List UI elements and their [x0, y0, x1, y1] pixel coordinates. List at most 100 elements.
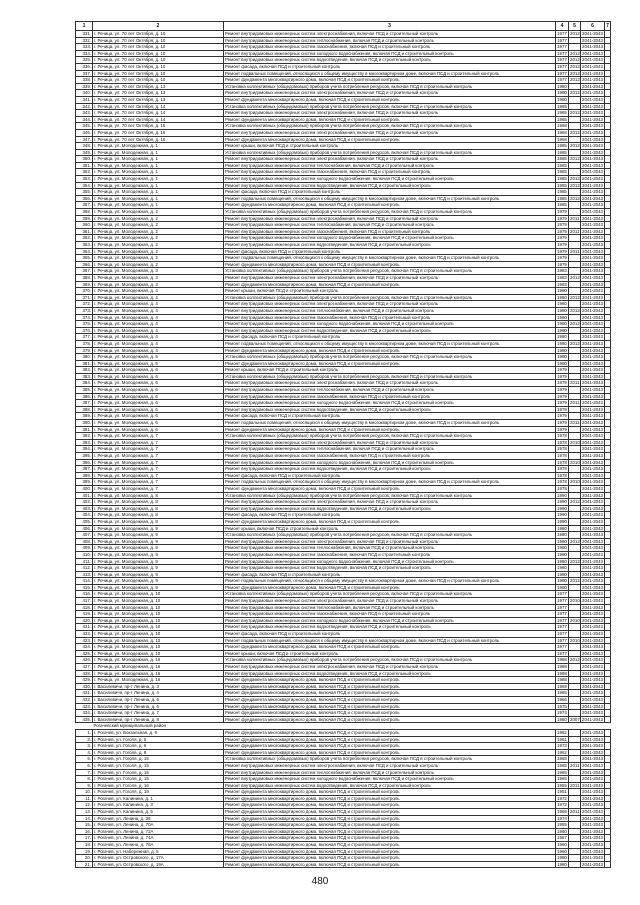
- page-number: 480: [311, 876, 329, 888]
- work-description: Ремонт внутридомовых инженерных систем г…: [223, 313, 556, 322]
- address: г. Речица, ул. Молодежная, д. 4: [92, 339, 224, 348]
- address: г. Речица, ул. Молодежная, д. 3: [92, 280, 224, 289]
- last-repair-year: 2010: [568, 597, 581, 605]
- work-description: Ремонт фундамента многоквартирного дома,…: [223, 709, 556, 717]
- address: г. Речица, ул. Молодежная, д. 4: [92, 333, 224, 341]
- planned-period: 2041-2043: [580, 109, 605, 117]
- row-number: 380.: [75, 353, 93, 361]
- note: [604, 550, 611, 559]
- build-year: 1978: [555, 478, 569, 486]
- header-col-5: 5: [568, 21, 581, 31]
- address: г. Василевичи, пр-т Ленина, д. 8: [92, 715, 224, 724]
- row-number: 341.: [75, 95, 93, 104]
- planned-period: 2041-2043: [580, 95, 605, 104]
- table-row: 358. г. Речица, ул. Молодежная, д. 2 Устан…: [75, 208, 611, 216]
- note: [604, 148, 611, 157]
- row-number: 361.: [75, 227, 93, 236]
- table-row: 410. г. Речица, ул. Молодежная, д. 9 Ремон…: [75, 550, 611, 559]
- planned-period: 2041-2043: [580, 504, 605, 513]
- row-number: 5.: [75, 755, 93, 763]
- work-description: Ремонт внутридомовых инженерных систем т…: [223, 544, 556, 552]
- table-row: 369. г. Речица, ул. Молодежная, д. 3 Ремон…: [75, 280, 611, 289]
- work-description: Ремонт фундамента многоквартирного дома,…: [223, 280, 556, 289]
- build-year: 1978: [555, 465, 569, 473]
- table-row: 363. г. Речица, ул. Молодежная, д. 2 Ремон…: [75, 241, 611, 249]
- address: г. Речица, ул. Молодежная, д. 7: [92, 478, 224, 486]
- build-year: 1985: [555, 142, 569, 150]
- work-description: Ремонт подвальных помещений, относящихся…: [223, 577, 556, 585]
- planned-period: 2041-2043: [580, 544, 605, 552]
- build-year: 1951: [555, 788, 569, 796]
- note: [604, 201, 611, 210]
- address: г. Речица, ул. Молодежная, д. 4: [92, 300, 224, 308]
- planned-period: 2041-2043: [580, 636, 605, 645]
- note: [604, 372, 611, 381]
- last-repair-year: [568, 630, 581, 638]
- work-description: Установка коллективных (общедомовых) при…: [223, 590, 556, 599]
- table-row: 347. г. Речица, ул. 70 лет Октября, д. 16…: [75, 135, 611, 144]
- work-description: Ремонт внутридомовых инженерных систем х…: [223, 175, 556, 183]
- last-repair-year: [568, 550, 581, 559]
- work-description: Установка коллективных (общедомовых) при…: [223, 293, 556, 302]
- row-number: 11.: [75, 794, 93, 803]
- row-number: 374.: [75, 313, 93, 322]
- planned-period: 2041-2043: [580, 320, 605, 328]
- table-row: 376. г. Речица, ул. Молодежная, д. 4 Ремон…: [75, 326, 611, 335]
- note: [604, 379, 611, 388]
- table-row: 354. г. Речица, ул. Молодежная, д. 1 Ремон…: [75, 181, 611, 190]
- note: [604, 709, 611, 717]
- planned-period: 2041-2043: [580, 405, 605, 414]
- address: г. Речица, ул. 70 лет Октября, д. 14: [92, 109, 224, 117]
- work-description: Ремонт подвальных помещений, относящихся…: [223, 194, 556, 203]
- note: [604, 128, 611, 137]
- work-description: Ремонт внутридомовых инженерных систем в…: [223, 405, 556, 414]
- work-description: Ремонт внутридомовых инженерных систем т…: [223, 603, 556, 612]
- planned-period: 2041-2043: [580, 564, 605, 572]
- address: г. Речица, ул. Молодежная, д. 4: [92, 326, 224, 335]
- work-description: Ремонт фундамента многоквартирного дома,…: [223, 742, 556, 750]
- row-number: 372.: [75, 300, 93, 308]
- build-year: 1975: [555, 702, 569, 711]
- table-row: 7. г. Рогачев, ул. Гоголя, д. 15 Ремонт вн…: [75, 768, 611, 777]
- table-row: 332. г. Речица, ул. 70 лет Октября, д. 10…: [75, 36, 611, 45]
- row-number: 382.: [75, 366, 93, 374]
- row-number: 403.: [75, 504, 93, 513]
- table-row: 434. г. Василевичи, пр-т Ленина, д. 7 Ремо…: [75, 709, 611, 717]
- work-description: Ремонт внутридомовых инженерных систем э…: [223, 273, 556, 282]
- build-year: 1977: [555, 43, 569, 51]
- note: [604, 181, 611, 190]
- planned-period: 2041-2043: [580, 234, 605, 242]
- work-description: Ремонт фундамента многоквартирного дома,…: [223, 95, 556, 104]
- work-description: Ремонт фасада, включая ПСД и строительны…: [223, 62, 556, 71]
- header-col-1: 1: [75, 21, 93, 31]
- note: [604, 452, 611, 460]
- row-number: 371.: [75, 293, 93, 302]
- build-year: 1977: [555, 69, 569, 78]
- work-description: Ремонт фундамента многоквартирного дома,…: [223, 76, 556, 84]
- work-description: Ремонт внутридомовых инженерных систем т…: [223, 221, 556, 229]
- last-repair-year: 2012: [568, 142, 581, 150]
- district-name: Рогачевский муниципальный район: [92, 722, 611, 730]
- note: [604, 208, 611, 216]
- planned-period: 2041-2043: [580, 583, 605, 592]
- row-number: 431.: [75, 689, 93, 697]
- row-number: 335.: [75, 56, 93, 64]
- row-number: 364.: [75, 247, 93, 256]
- build-year: 1980: [555, 577, 569, 585]
- last-repair-year: [568, 366, 581, 374]
- last-repair-year: 2012: [568, 89, 581, 97]
- address: г. Речица, ул. Молодежная, д. 9: [92, 577, 224, 585]
- note: [604, 649, 611, 658]
- address: г. Речица, ул. Молодежная, д. 4: [92, 287, 224, 295]
- build-year: 1961: [555, 735, 569, 744]
- address: г. Речица, ул. Молодежная, д. 10: [92, 649, 224, 658]
- last-repair-year: [568, 95, 581, 104]
- table-row: 415. г. Речица, ул. Молодежная, д. 9 Ремон…: [75, 583, 611, 592]
- address: г. Рогачев, ул. Набережная, д. 5: [92, 847, 224, 856]
- note: [604, 339, 611, 348]
- planned-period: 2041-2043: [580, 827, 605, 836]
- table-row: 399. г. Речица, ул. Молодежная, д. 7 Ремон…: [75, 478, 611, 486]
- note: [604, 702, 611, 711]
- row-number: 408.: [75, 537, 93, 546]
- note: [604, 491, 611, 500]
